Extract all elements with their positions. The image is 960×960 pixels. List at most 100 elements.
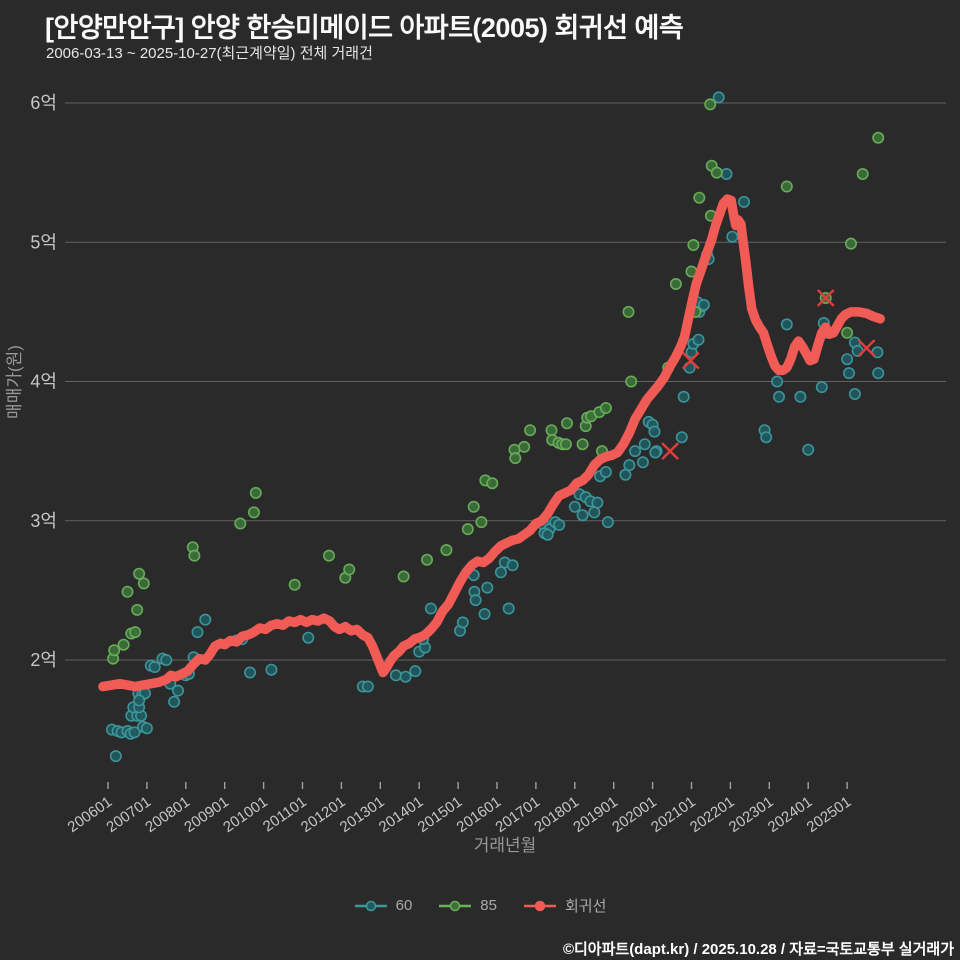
scatter-point-60 bbox=[478, 607, 491, 620]
scatter-point-85 bbox=[117, 638, 130, 651]
scatter-point-60 bbox=[588, 506, 601, 519]
scatter-point-60 bbox=[872, 367, 885, 380]
scatter-point-60 bbox=[760, 431, 773, 444]
scatter-point-85 bbox=[524, 424, 537, 437]
scatter-point-85 bbox=[322, 549, 335, 562]
scatter-point-60 bbox=[506, 559, 519, 572]
scatter-point-85 bbox=[780, 180, 793, 193]
scatter-point-60 bbox=[599, 465, 612, 478]
scatter-point-60 bbox=[424, 602, 437, 615]
scatter-point-60 bbox=[720, 168, 733, 181]
scatter-point-85 bbox=[622, 305, 635, 318]
legend-item-60[interactable]: 60 bbox=[354, 897, 413, 914]
scatter-point-85 bbox=[247, 506, 260, 519]
legend-marker-60-icon bbox=[354, 900, 387, 911]
x-axis: 2006012007012008012009012010012011012012… bbox=[65, 782, 855, 836]
scatter-point-60 bbox=[848, 387, 861, 400]
legend-item-regression[interactable]: 회귀선 bbox=[523, 895, 606, 916]
scatter-point-60 bbox=[191, 626, 204, 639]
scatter-point-85 bbox=[249, 486, 262, 499]
y-tick-label: 3억 bbox=[30, 511, 57, 531]
scatter-point-60 bbox=[771, 375, 784, 388]
scatter-point-60 bbox=[244, 666, 257, 679]
series-60 bbox=[105, 91, 885, 763]
scatter-point-85 bbox=[467, 500, 480, 513]
scatter-point-60 bbox=[502, 602, 515, 615]
x-tick-label: 202501 bbox=[804, 793, 855, 836]
scatter-point-60 bbox=[128, 726, 141, 739]
scatter-point-60 bbox=[794, 390, 807, 403]
chart-legend: 60 85 회귀선 bbox=[0, 895, 960, 916]
scatter-point-60 bbox=[553, 518, 566, 531]
scatter-point-60 bbox=[469, 594, 482, 607]
legend-label-60: 60 bbox=[395, 897, 413, 914]
scatter-point-60 bbox=[494, 566, 507, 579]
scatter-point-60 bbox=[648, 425, 661, 438]
regression-line bbox=[98, 194, 885, 692]
scatter-point-85 bbox=[131, 603, 144, 616]
scatter-point-85 bbox=[693, 191, 706, 204]
scatter-point-60 bbox=[199, 613, 212, 626]
series-85 bbox=[107, 98, 885, 665]
scatter-point-60 bbox=[675, 431, 688, 444]
y-tick-label: 5억 bbox=[30, 232, 57, 252]
scatter-point-60 bbox=[361, 680, 374, 693]
scatter-point-85 bbox=[669, 277, 682, 290]
scatter-point-85 bbox=[599, 401, 612, 414]
x-marker bbox=[816, 289, 835, 307]
scatter-point-60 bbox=[160, 653, 173, 666]
scatter-point-60 bbox=[148, 660, 161, 673]
scatter-point-85 bbox=[129, 626, 142, 639]
scatter-point-85 bbox=[188, 549, 201, 562]
gridlines: 2억 3억 4억 5억 6억 bbox=[30, 93, 946, 670]
scatter-point-85 bbox=[133, 567, 146, 580]
scatter-point-85 bbox=[704, 98, 717, 111]
y-tick-label: 6억 bbox=[30, 93, 57, 113]
scatter-point-60 bbox=[399, 670, 412, 683]
scatter-point-60 bbox=[780, 318, 793, 331]
scatter-point-85 bbox=[440, 543, 453, 556]
scatter-point-85 bbox=[137, 577, 150, 590]
scatter-point-60 bbox=[168, 695, 181, 708]
scatter-point-60 bbox=[636, 456, 649, 469]
scatter-point-60 bbox=[140, 722, 153, 735]
scatter-point-85 bbox=[856, 168, 869, 181]
scatter-point-85 bbox=[420, 553, 433, 566]
scatter-point-60 bbox=[456, 616, 469, 629]
scatter-point-60 bbox=[389, 669, 402, 682]
scatter-point-60 bbox=[619, 468, 632, 481]
scatter-point-60 bbox=[172, 684, 185, 697]
scatter-point-60 bbox=[409, 665, 422, 678]
page-title: [안양만안구] 안양 한승미메이드 아파트(2005) 회귀선 예측 bbox=[45, 13, 684, 43]
scatter-point-60 bbox=[841, 353, 854, 366]
x-marker bbox=[857, 339, 876, 357]
scatter-point-85 bbox=[710, 166, 723, 179]
scatter-point-60 bbox=[842, 367, 855, 380]
legend-label-85: 85 bbox=[480, 897, 497, 914]
x-marker bbox=[681, 351, 700, 370]
scatter-point-60 bbox=[772, 390, 785, 403]
legend-item-85[interactable]: 85 bbox=[438, 897, 497, 914]
scatter-point-60 bbox=[726, 230, 739, 243]
copyright-source-footer: ©디아파트(dapt.kr) / 2025.10.28 / 자료=국토교통부 실… bbox=[562, 941, 954, 958]
scatter-point-60 bbox=[629, 445, 642, 458]
scatter-point-85 bbox=[545, 424, 558, 437]
y-tick-label: 2억 bbox=[30, 650, 57, 670]
scatter-point-60 bbox=[302, 631, 315, 644]
scatter-point-85 bbox=[509, 452, 522, 465]
scatter-point-85 bbox=[343, 563, 356, 576]
y-tick-label: 4억 bbox=[30, 372, 57, 392]
x-axis-title: 거래년월 bbox=[474, 836, 537, 855]
scatter-point-60 bbox=[568, 500, 581, 513]
y-axis-title: 매매가(원) bbox=[5, 345, 24, 419]
scatter-point-60 bbox=[623, 459, 636, 472]
scatter-point-85 bbox=[518, 440, 531, 453]
scatter-point-60 bbox=[265, 663, 278, 676]
legend-label-regression: 회귀선 bbox=[564, 898, 607, 915]
scatter-point-60 bbox=[109, 750, 122, 763]
scatter-point-60 bbox=[638, 438, 651, 451]
scatter-point-85 bbox=[288, 578, 301, 591]
x-markers bbox=[661, 289, 876, 460]
